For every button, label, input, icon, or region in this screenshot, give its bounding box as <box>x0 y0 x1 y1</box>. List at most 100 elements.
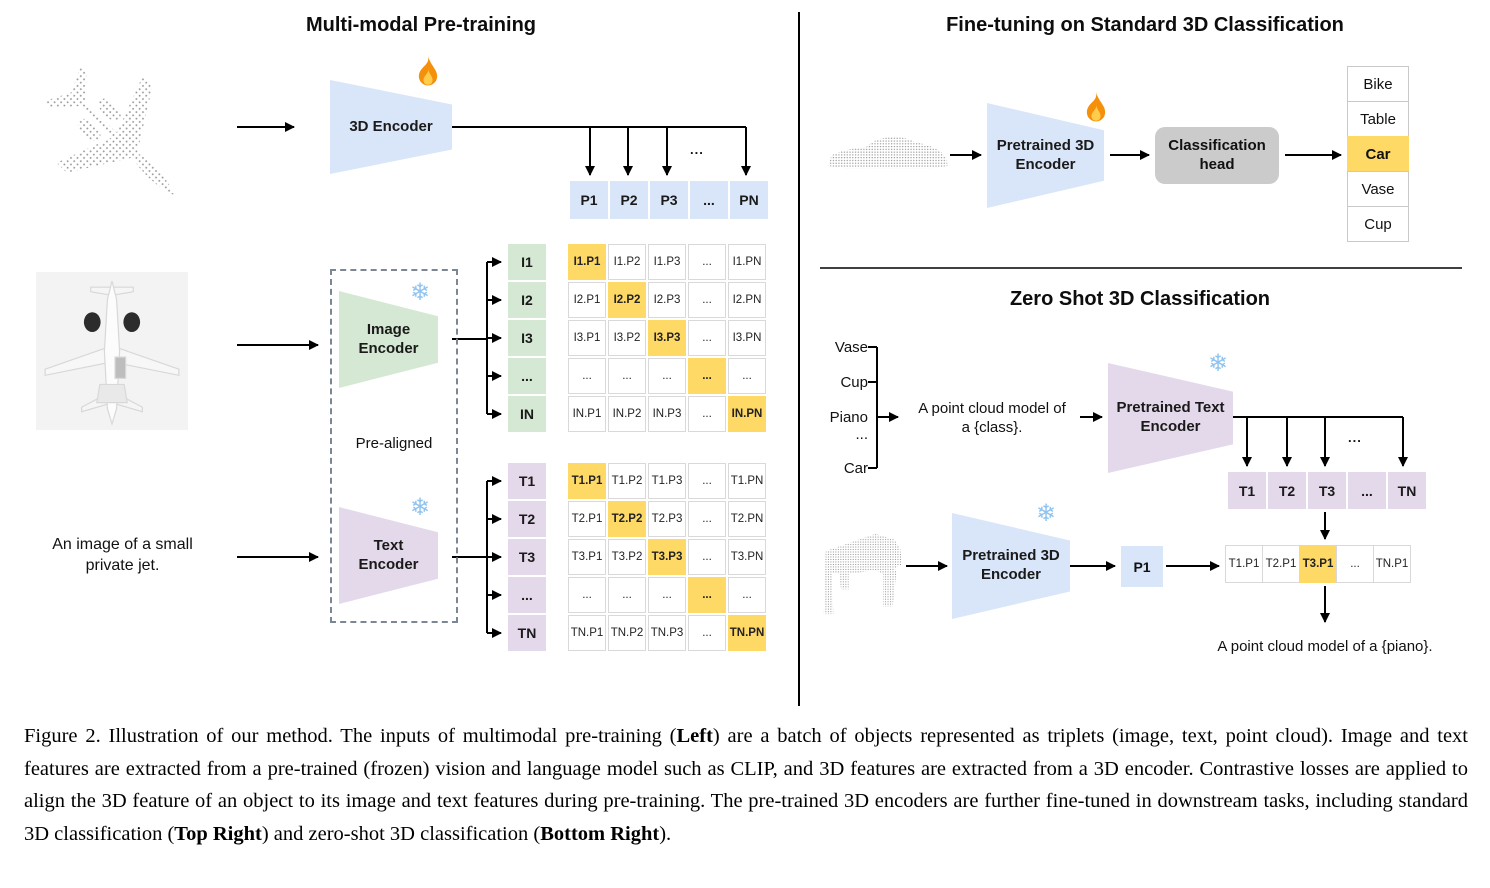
snowflake-icon: ❄ <box>410 279 431 306</box>
zeroshot-point-feature-cell: P1 <box>1121 546 1163 587</box>
class-item-0: Bike <box>1347 66 1409 102</box>
matrix-cell-4-3: ... <box>688 396 726 432</box>
sim-cell-0: T1.P1 <box>1225 545 1263 583</box>
prompt-template: A point cloud model of a {class}. <box>903 399 1081 437</box>
caption-segment-6: ). <box>659 822 672 845</box>
matrix-cell-0-3: ... <box>688 463 726 499</box>
matrix-cell-0-3: ... <box>688 244 726 280</box>
pretrained-text-encoder-line1: Pretrained Text <box>1116 399 1225 417</box>
matrix-cell-1-1: I2.P2 <box>608 282 646 318</box>
image-feature-column: I1 I2 I3... IN <box>508 244 546 432</box>
zeroshot-class-vase: Vase <box>834 339 868 356</box>
matrix-cell-4-2: IN.P3 <box>648 396 686 432</box>
sim-cell-1: T2.P1 <box>1262 545 1300 583</box>
airplane-image-art <box>44 280 180 427</box>
matrix-cell-3-3: ... <box>688 358 726 394</box>
matrix-cell-3-4: ... <box>728 358 766 394</box>
matrix-cell-4-2: TN.P3 <box>648 615 686 651</box>
input-text-line2: private jet. <box>85 557 160 574</box>
matrix-cell-1-0: T2.P1 <box>568 501 606 537</box>
ellipsis-label: ... <box>1348 430 1362 445</box>
sim-cell-4: TN.P1 <box>1373 545 1411 583</box>
t-cell-1: T2 <box>508 501 546 537</box>
zeroshot-3d-encoder-line2: Encoder <box>980 566 1041 583</box>
t-cell-0: T1 <box>1228 472 1266 509</box>
pre-aligned-box <box>330 269 458 623</box>
i-cell-1: I2 <box>508 282 546 318</box>
top-right-title: Fine-tuning on Standard 3D Classificatio… <box>946 14 1344 36</box>
t-cell-3: ... <box>1348 472 1386 509</box>
matrix-cell-0-0: I1.P1 <box>568 244 606 280</box>
class-item-3: Vase <box>1347 171 1409 207</box>
caption-segment-3: Top Right <box>174 822 262 845</box>
left-panel-title: Multi-modal Pre-training <box>306 14 536 36</box>
piano-point-cloud <box>823 533 903 615</box>
matrix-cell-4-4: IN.PN <box>728 396 766 432</box>
sim-cell-3: ... <box>1336 545 1374 583</box>
zeroshot-3d-encoder-line1: Pretrained 3D <box>962 547 1060 565</box>
classification-head-line1: Classification <box>1168 136 1266 154</box>
t-cell-0: T1 <box>508 463 546 499</box>
t-cell-1: T2 <box>1268 472 1306 509</box>
caption-segment-4: ) and zero-shot 3D classification ( <box>261 822 541 845</box>
matrix-cell-1-4: I2.PN <box>728 282 766 318</box>
t-cell-2: T3 <box>1308 472 1346 509</box>
matrix-cell-0-4: T1.PN <box>728 463 766 499</box>
matrix-cell-2-3: ... <box>688 539 726 575</box>
pretrained-text-encoder-line2: Encoder <box>1140 418 1201 435</box>
class-prediction-list: Bike Table Car Vase Cup <box>1347 66 1409 242</box>
ellipsis-label: ... <box>690 142 704 157</box>
text-encoder-label-line2: Encoder <box>358 555 419 573</box>
image-point-similarity-matrix: I1.P1 I1.P2 I1.P3... I1.PN I2.P1 I2.P2 I2.P3..… <box>568 244 766 432</box>
snowflake-icon: ❄ <box>1036 500 1057 527</box>
zeroshot-3d-encoder-block: Pretrained 3D Encoder <box>952 513 1070 619</box>
pretrained-text-encoder-block: Pretrained Text Encoder <box>1108 363 1233 473</box>
matrix-cell-3-3: ... <box>688 577 726 613</box>
class-item-2: Car <box>1347 136 1409 172</box>
caption-segment-1: Left <box>676 725 713 747</box>
image-encoder-label-line1: Image <box>366 320 411 338</box>
zeroshot-class-car: Car <box>843 460 868 477</box>
matrix-cell-1-1: T2.P2 <box>608 501 646 537</box>
caption-segment-2: ) are a batch of objects represented as … <box>24 725 1468 845</box>
prompt-line2: a {class}. <box>961 419 1023 436</box>
prompt-line1: A point cloud model of <box>918 400 1066 417</box>
matrix-cell-2-4: I3.PN <box>728 320 766 356</box>
3d-encoder-block: 3D Encoder <box>330 80 452 174</box>
airplane-image <box>36 272 188 430</box>
matrix-cell-2-2: T3.P3 <box>648 539 686 575</box>
zeroshot-class-cup: Cup <box>840 374 868 391</box>
snowflake-icon: ❄ <box>410 494 431 521</box>
matrix-cell-1-3: ... <box>688 282 726 318</box>
zeroshot-result-text: A point cloud model of a {piano}. <box>1217 638 1433 655</box>
airplane-point-cloud <box>45 65 175 196</box>
pretrained-3d-encoder-line1: Pretrained 3D <box>996 136 1095 154</box>
matrix-cell-2-0: I3.P1 <box>568 320 606 356</box>
i-cell-3: ... <box>508 358 546 394</box>
matrix-cell-4-4: TN.PN <box>728 615 766 651</box>
matrix-cell-3-0: ... <box>568 577 606 613</box>
p-cell-1: P2 <box>610 181 648 219</box>
matrix-cell-4-1: TN.P2 <box>608 615 646 651</box>
classification-head-block: Classification head <box>1155 127 1279 184</box>
sim-cell-2: T3.P1 <box>1299 545 1337 583</box>
point-feature-row: P1 P2 P3... PN <box>570 181 768 219</box>
bottom-right-title: Zero Shot 3D Classification <box>1009 288 1271 310</box>
t-cell-3: ... <box>508 577 546 613</box>
matrix-cell-1-3: ... <box>688 501 726 537</box>
text-encoder-label-line1: Text <box>373 536 404 554</box>
classification-head-line2: head <box>1199 155 1235 173</box>
matrix-cell-0-2: I1.P3 <box>648 244 686 280</box>
caption-segment-0: Figure 2. Illustration of our method. Th… <box>24 725 677 747</box>
i-cell-4: IN <box>508 396 546 432</box>
matrix-cell-1-2: I2.P3 <box>648 282 686 318</box>
p-cell-3: ... <box>690 181 728 219</box>
i-cell-0: I1 <box>508 244 546 280</box>
zeroshot-text-feature-row: T1 T2 T3... TN <box>1228 472 1426 509</box>
matrix-cell-2-0: T3.P1 <box>568 539 606 575</box>
i-cell-2: I3 <box>508 320 546 356</box>
matrix-cell-3-0: ... <box>568 358 606 394</box>
matrix-cell-0-0: T1.P1 <box>568 463 606 499</box>
matrix-cell-3-2: ... <box>648 358 686 394</box>
car-point-cloud <box>828 137 948 169</box>
